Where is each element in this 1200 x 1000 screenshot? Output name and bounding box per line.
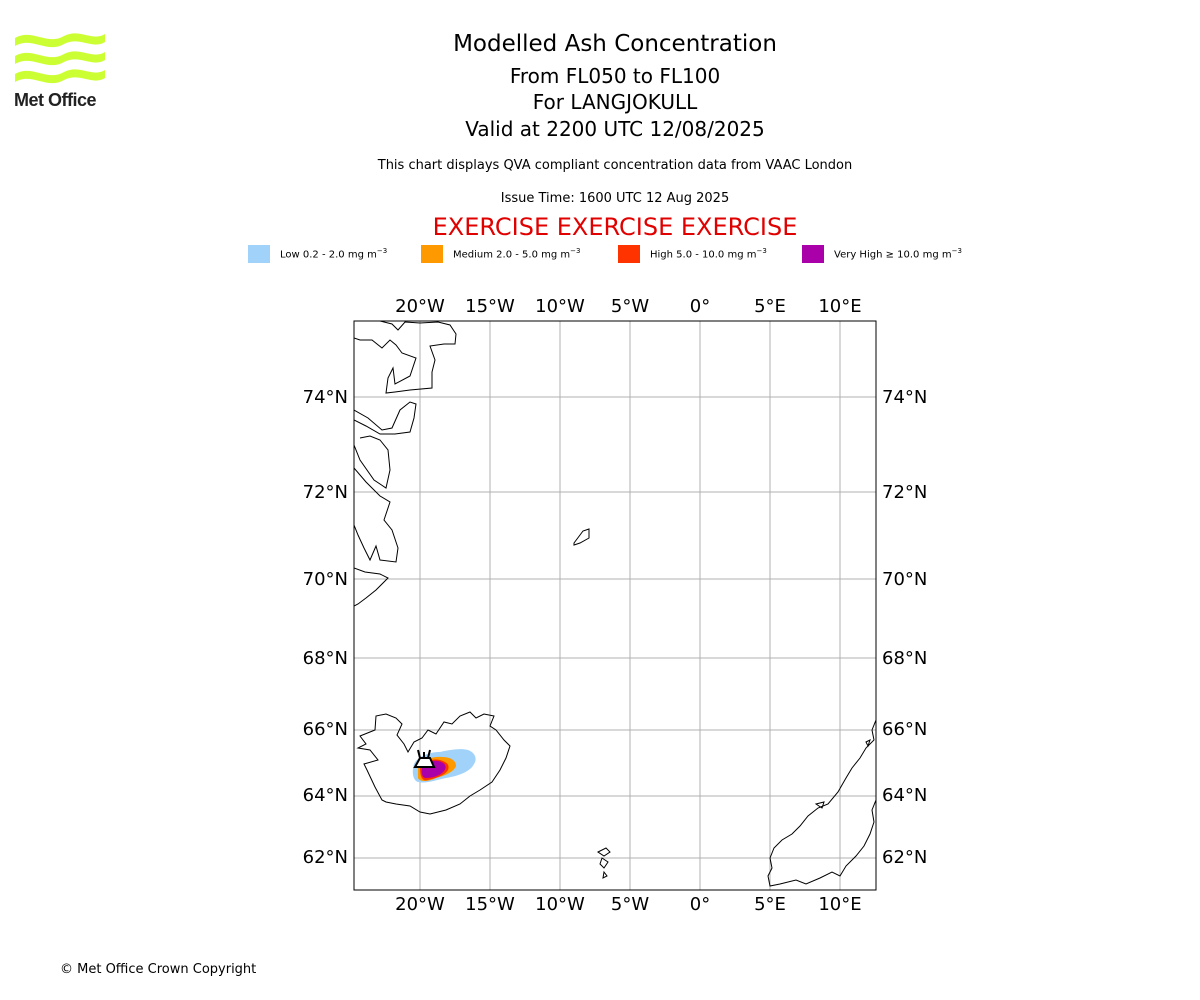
lat-label: 74°N bbox=[303, 387, 348, 408]
lat-label: 62°N bbox=[882, 847, 927, 868]
valid-time: Valid at 2200 UTC 12/08/2025 bbox=[465, 117, 765, 141]
latitude-labels-left: 74°N 72°N 70°N 68°N 66°N 64°N 62°N bbox=[303, 387, 348, 868]
lat-label: 68°N bbox=[303, 648, 348, 669]
legend-label-medium: Medium 2.0 - 5.0 mg m−3 bbox=[453, 247, 581, 261]
lon-label: 10°E bbox=[818, 296, 861, 317]
legend-item-high: High 5.0 - 10.0 mg m−3 bbox=[618, 244, 767, 264]
lon-label: 20°W bbox=[395, 894, 445, 915]
legend-label-low: Low 0.2 - 2.0 mg m−3 bbox=[280, 247, 388, 261]
logo-text: Met Office bbox=[14, 90, 97, 110]
map-frame bbox=[353, 320, 877, 891]
chart-title: Modelled Ash Concentration bbox=[453, 31, 777, 57]
legend-item-low: Low 0.2 - 2.0 mg m−3 bbox=[248, 244, 387, 264]
lon-label: 10°W bbox=[535, 296, 585, 317]
lat-label: 66°N bbox=[882, 719, 927, 740]
lon-label: 5°E bbox=[754, 894, 786, 915]
coastlines bbox=[354, 321, 876, 887]
lat-label: 68°N bbox=[882, 648, 927, 669]
gridlines bbox=[354, 321, 876, 890]
lat-label: 70°N bbox=[303, 569, 348, 590]
qva-note: This chart displays QVA compliant concen… bbox=[377, 158, 853, 173]
lat-label: 62°N bbox=[303, 847, 348, 868]
issue-time: Issue Time: 1600 UTC 12 Aug 2025 bbox=[500, 191, 730, 206]
lat-label: 72°N bbox=[882, 482, 927, 503]
legend-label-very-high: Very High ≥ 10.0 mg m−3 bbox=[834, 247, 962, 261]
lon-label: 15°W bbox=[465, 296, 515, 317]
legend-swatch-medium bbox=[421, 245, 443, 263]
lon-label: 15°W bbox=[465, 894, 515, 915]
legend-item-medium: Medium 2.0 - 5.0 mg m−3 bbox=[421, 244, 580, 264]
lon-label: 5°W bbox=[611, 894, 649, 915]
flight-level-range: From FL050 to FL100 bbox=[509, 64, 721, 88]
legend-label-high: High 5.0 - 10.0 mg m−3 bbox=[650, 247, 767, 261]
lat-label: 66°N bbox=[303, 719, 348, 740]
lon-label: 0° bbox=[690, 894, 710, 915]
lat-label: 72°N bbox=[303, 482, 348, 503]
exercise-banner: EXERCISE EXERCISE EXERCISE bbox=[432, 213, 798, 241]
latitude-labels-right: 74°N 72°N 70°N 68°N 66°N 64°N 62°N bbox=[882, 387, 927, 868]
lat-label: 64°N bbox=[882, 785, 927, 806]
lon-label: 20°W bbox=[395, 296, 445, 317]
lon-label: 10°E bbox=[818, 894, 861, 915]
lat-label: 70°N bbox=[882, 569, 927, 590]
volcano-icon bbox=[413, 749, 436, 768]
lon-label: 10°W bbox=[535, 894, 585, 915]
lon-label: 5°W bbox=[611, 296, 649, 317]
legend-swatch-high bbox=[618, 245, 640, 263]
lon-label: 0° bbox=[690, 296, 710, 317]
legend-item-very-high: Very High ≥ 10.0 mg m−3 bbox=[802, 244, 962, 264]
lat-label: 74°N bbox=[882, 387, 927, 408]
longitude-labels-top: 20°W 15°W 10°W 5°W 0° 5°E 10°E bbox=[395, 296, 861, 317]
volcano-name: For LANGJOKULL bbox=[532, 90, 698, 114]
met-office-logo: Met Office bbox=[12, 28, 112, 114]
lon-label: 5°E bbox=[754, 296, 786, 317]
longitude-labels-bottom: 20°W 15°W 10°W 5°W 0° 5°E 10°E bbox=[395, 894, 861, 915]
lat-label: 64°N bbox=[303, 785, 348, 806]
legend-swatch-low bbox=[248, 245, 270, 263]
legend-swatch-very-high bbox=[802, 245, 824, 263]
copyright-notice: © Met Office Crown Copyright bbox=[60, 962, 257, 977]
